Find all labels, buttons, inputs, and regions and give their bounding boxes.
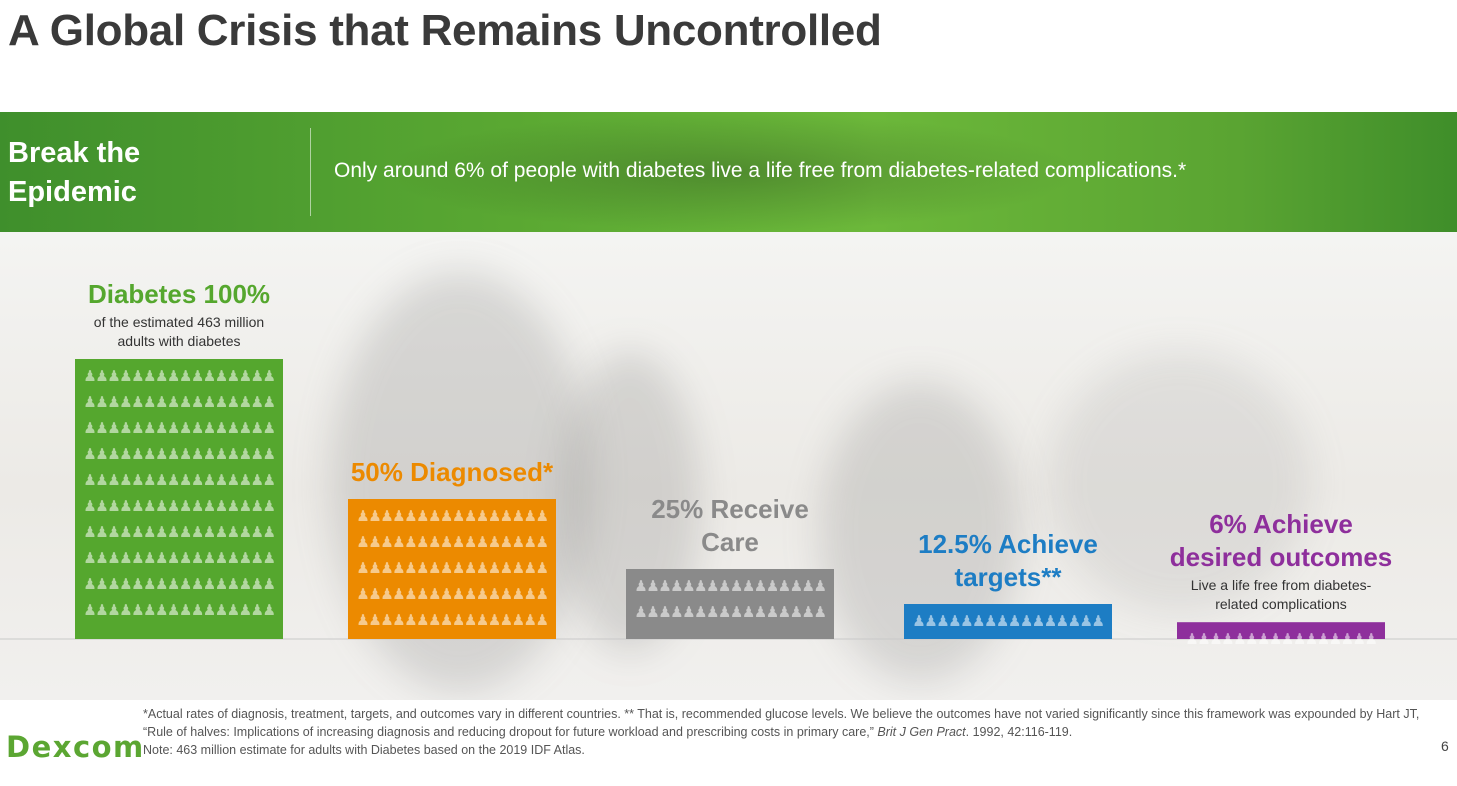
bar-3-label: Care — [701, 527, 759, 557]
footnote-journal: Brit J Gen Pract — [877, 725, 966, 739]
bar-5-sublabel: Live a life free from diabetes- — [1191, 577, 1372, 593]
dexcom-logo: Dexcom — [6, 730, 145, 764]
footnote: *Actual rates of diagnosis, treatment, t… — [143, 705, 1443, 759]
people-icon-row: ♟♟♟♟♟♟♟♟♟♟♟♟♟♟♟♟ — [83, 445, 274, 463]
people-icon-row: ♟♟♟♟♟♟♟♟♟♟♟♟♟♟♟♟ — [83, 471, 274, 489]
footnote-line-2: Note: 463 million estimate for adults wi… — [143, 743, 585, 757]
footnote-citation: . 1992, 42:116-119. — [965, 725, 1073, 739]
footer — [0, 700, 1457, 786]
people-icon-row: ♟♟♟♟♟♟♟♟♟♟♟♟♟♟♟♟ — [356, 507, 547, 525]
footnote-line-1: *Actual rates of diagnosis, treatment, t… — [143, 705, 1443, 741]
bar-5 — [1177, 622, 1385, 639]
page-number: 6 — [1441, 738, 1449, 754]
bar-1-sublabel: adults with diabetes — [118, 333, 241, 349]
people-icon-row: ♟♟♟♟♟♟♟♟♟♟♟♟♟♟♟♟ — [83, 419, 274, 437]
people-icon-row: ♟♟♟♟♟♟♟♟♟♟♟♟♟♟♟♟ — [83, 497, 274, 515]
banner-divider — [310, 128, 311, 216]
slide-title: A Global Crisis that Remains Uncontrolle… — [8, 6, 882, 55]
people-icon-row: ♟♟♟♟♟♟♟♟♟♟♟♟♟♟♟♟ — [634, 577, 825, 595]
people-icon-row: ♟♟♟♟♟♟♟♟♟♟♟♟♟♟♟♟ — [634, 603, 825, 621]
banner-heading-line-2: Epidemic — [8, 176, 137, 208]
banner-heading-line-1: Break the — [8, 137, 141, 169]
bar-1-sublabel: of the estimated 463 million — [94, 314, 264, 330]
bar-5-label: 6% Achieve — [1209, 509, 1353, 539]
people-icon-row: ♟♟♟♟♟♟♟♟♟♟♟♟♟♟♟♟ — [83, 575, 274, 593]
bar-5-label: desired outcomes — [1170, 542, 1393, 572]
bar-2 — [348, 499, 556, 639]
people-icon-row: ♟♟♟♟♟♟♟♟♟♟♟♟♟♟♟♟ — [83, 393, 274, 411]
people-icon-row: ♟♟♟♟♟♟♟♟♟♟♟♟♟♟♟♟ — [1185, 630, 1376, 648]
people-icon-row: ♟♟♟♟♟♟♟♟♟♟♟♟♟♟♟♟ — [356, 611, 547, 629]
chart-area: ♟♟♟♟♟♟♟♟♟♟♟♟♟♟♟♟ ♟♟♟♟♟♟♟♟♟♟♟♟♟♟♟♟ ♟♟♟♟♟♟♟♟… — [0, 232, 1457, 700]
people-icon-row: ♟♟♟♟♟♟♟♟♟♟♟♟♟♟♟♟ — [83, 367, 274, 385]
people-icon-row: ♟♟♟♟♟♟♟♟♟♟♟♟♟♟♟♟ — [356, 585, 547, 603]
bar-3 — [626, 569, 834, 639]
bar-1-label: Diabetes 100% — [88, 279, 270, 309]
banner-message: Only around 6% of people with diabetes l… — [334, 159, 1187, 182]
bar-4-label: targets** — [955, 562, 1063, 592]
people-icon-row: ♟♟♟♟♟♟♟♟♟♟♟♟♟♟♟♟ — [83, 523, 274, 541]
bar-4-label: 12.5% Achieve — [918, 529, 1098, 559]
footnote-text: *Actual rates of diagnosis, treatment, t… — [143, 707, 1420, 739]
banner: Break the Epidemic Only around 6% of peo… — [0, 112, 1457, 232]
people-icon-row: ♟♟♟♟♟♟♟♟♟♟♟♟♟♟♟♟ — [356, 533, 547, 551]
bar-chart: ♟♟♟♟♟♟♟♟♟♟♟♟♟♟♟♟ ♟♟♟♟♟♟♟♟♟♟♟♟♟♟♟♟ ♟♟♟♟♟♟♟♟… — [0, 279, 1457, 648]
people-icon-row: ♟♟♟♟♟♟♟♟♟♟♟♟♟♟♟♟ — [83, 601, 274, 619]
banner-heading: Break the Epidemic — [8, 134, 298, 212]
bar-5-sublabel: related complications — [1215, 596, 1347, 612]
bar-3-label: 25% Receive — [651, 494, 809, 524]
people-icon-row: ♟♟♟♟♟♟♟♟♟♟♟♟♟♟♟♟ — [356, 559, 547, 577]
people-icon-row: ♟♟♟♟♟♟♟♟♟♟♟♟♟♟♟♟ — [912, 612, 1103, 630]
background-blur — [1050, 352, 1310, 612]
bar-2-label: 50% Diagnosed* — [351, 457, 554, 487]
banner-shading — [380, 112, 1080, 232]
bar-1 — [75, 359, 283, 639]
people-icon-row: ♟♟♟♟♟♟♟♟♟♟♟♟♟♟♟♟ — [83, 549, 274, 567]
bar-4 — [904, 604, 1112, 639]
